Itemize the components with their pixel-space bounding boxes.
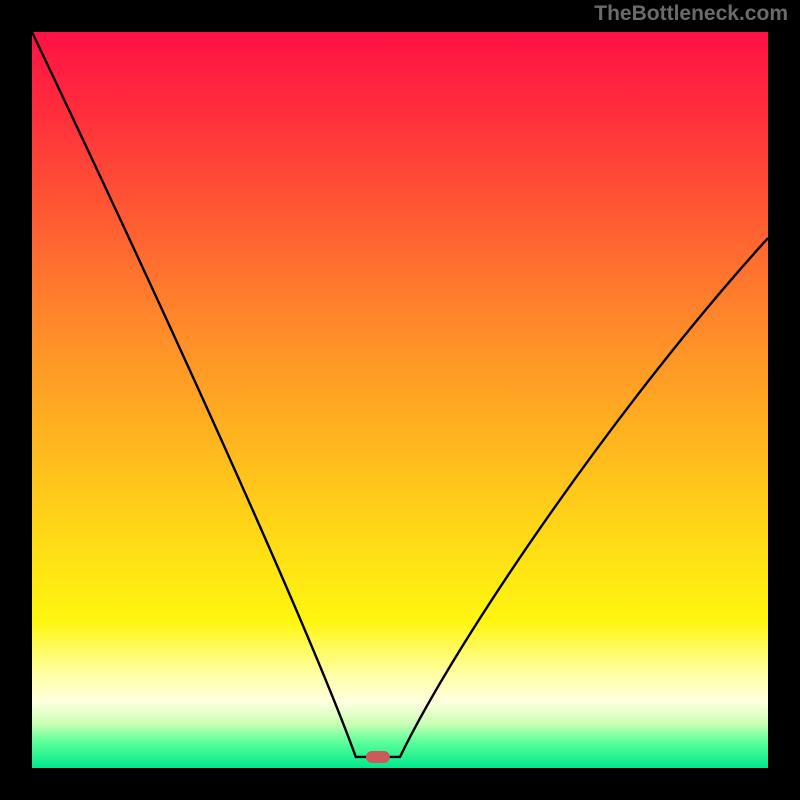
bottleneck-chart [0,0,800,800]
chart-container: TheBottleneck.com [0,0,800,800]
optimal-marker [366,751,390,763]
chart-plot-background [32,32,768,768]
watermark-text: TheBottleneck.com [594,2,788,26]
